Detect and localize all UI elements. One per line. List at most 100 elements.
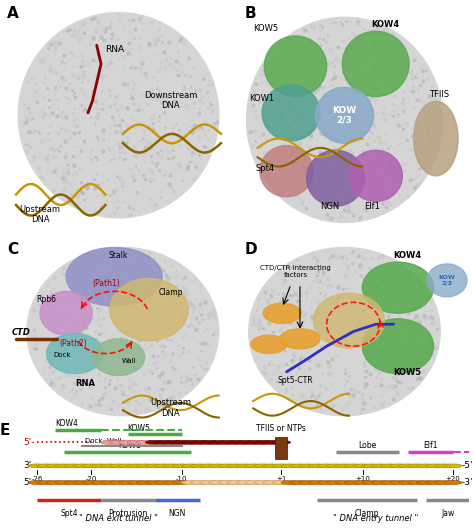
Circle shape [109,481,128,484]
Text: Clamp: Clamp [355,509,379,518]
Circle shape [191,440,209,444]
Circle shape [335,481,354,484]
Ellipse shape [46,333,103,374]
Circle shape [64,481,82,484]
Circle shape [335,464,354,468]
Circle shape [218,481,237,484]
Circle shape [236,481,255,484]
Circle shape [245,440,264,444]
Text: Stalk: Stalk [109,251,128,260]
Circle shape [173,464,191,468]
Circle shape [128,481,146,484]
Text: NGN: NGN [169,509,186,518]
Circle shape [118,481,137,484]
Circle shape [417,464,435,468]
Circle shape [227,440,246,444]
Circle shape [290,481,309,484]
Circle shape [109,464,128,468]
Text: +1: +1 [276,476,286,482]
Text: KOW5: KOW5 [393,368,421,377]
Circle shape [381,464,399,468]
Text: Jaw: Jaw [442,509,455,518]
Text: Clamp: Clamp [159,288,183,297]
Text: Elf1: Elf1 [423,441,438,450]
Circle shape [390,464,408,468]
Ellipse shape [40,292,92,335]
Circle shape [344,464,363,468]
Circle shape [344,481,363,484]
Text: KOW4: KOW4 [55,419,78,428]
Circle shape [417,481,435,484]
Circle shape [227,481,246,484]
Circle shape [91,481,110,484]
Circle shape [218,464,237,468]
Circle shape [128,440,146,444]
Circle shape [118,464,137,468]
Text: B: B [244,6,256,21]
Circle shape [155,464,173,468]
Circle shape [209,464,228,468]
Circle shape [200,481,218,484]
Circle shape [191,464,209,468]
Circle shape [73,464,92,468]
Circle shape [254,440,273,444]
Circle shape [263,440,282,444]
Text: KOW5: KOW5 [253,24,278,33]
Text: KOW
2/3: KOW 2/3 [438,275,456,286]
Text: Upstream
DNA: Upstream DNA [19,205,61,225]
Circle shape [137,481,155,484]
Circle shape [408,481,426,484]
Ellipse shape [263,303,301,323]
Circle shape [200,440,218,444]
Text: Lobe: Lobe [358,441,376,450]
Circle shape [254,481,273,484]
Circle shape [299,464,318,468]
Text: Wall: Wall [122,358,137,364]
Circle shape [435,481,453,484]
Ellipse shape [362,319,434,374]
Circle shape [444,481,462,484]
Text: +20: +20 [446,476,460,482]
Circle shape [73,481,92,484]
Circle shape [435,464,453,468]
Text: Dock, Wall: Dock, Wall [85,438,121,444]
Ellipse shape [18,13,219,218]
Text: NGN: NGN [320,201,339,210]
Circle shape [55,464,73,468]
Circle shape [46,481,64,484]
Ellipse shape [313,293,384,348]
Text: -10: -10 [176,476,188,482]
Circle shape [236,440,255,444]
Ellipse shape [249,248,440,416]
Circle shape [209,440,228,444]
Text: CTD: CTD [12,328,30,337]
Circle shape [245,481,264,484]
Circle shape [281,481,300,484]
Circle shape [109,440,128,444]
Ellipse shape [316,87,374,143]
Text: -5': -5' [461,462,473,470]
Circle shape [64,464,82,468]
Circle shape [209,481,228,484]
Circle shape [128,464,146,468]
Circle shape [173,440,191,444]
Circle shape [281,464,300,468]
Circle shape [362,464,381,468]
Circle shape [299,481,318,484]
Circle shape [390,481,408,484]
Bar [275,437,287,459]
Circle shape [272,481,291,484]
Text: KOW4: KOW4 [371,20,400,29]
Circle shape [399,464,417,468]
Text: (Path1): (Path1) [92,279,120,288]
Ellipse shape [349,150,402,201]
Circle shape [137,440,155,444]
Circle shape [326,464,345,468]
Circle shape [100,464,119,468]
Text: Rpb6: Rpb6 [36,295,56,304]
Circle shape [272,464,291,468]
Text: " DNA exit tunnel ": " DNA exit tunnel " [79,514,158,523]
Text: E: E [0,423,10,438]
Circle shape [381,481,399,484]
Circle shape [372,481,390,484]
